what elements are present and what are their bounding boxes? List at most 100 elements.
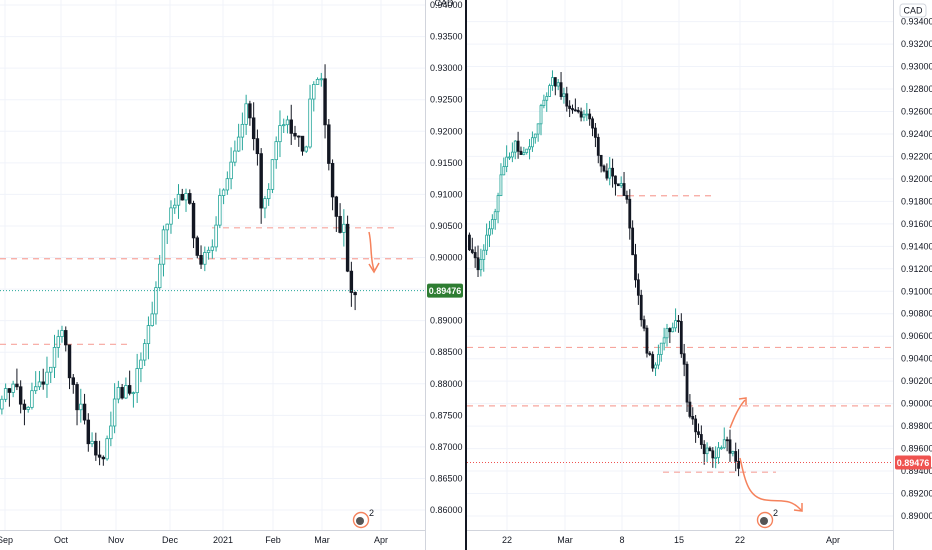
candle-body <box>169 207 173 225</box>
x-tick-label: Nov <box>108 535 125 545</box>
current-price-badge-label: 0.89476 <box>429 286 462 296</box>
left-time-axis[interactable]: Sep Oct Nov Dec 2021 Feb Mar Apr <box>0 535 388 545</box>
right-chart-panel[interactable]: 2 0.934000.932000.930000.928000.926000.9… <box>467 0 932 550</box>
candle-body <box>225 178 230 191</box>
candle-body <box>651 354 655 369</box>
logo-count: 2 <box>369 508 374 518</box>
candle-body <box>665 328 669 339</box>
panel-divider[interactable] <box>465 0 467 550</box>
candle-body <box>229 161 233 180</box>
left-price-axis[interactable]: 0.94000 0.93500 0.93000 0.92500 0.92000 0.915… <box>427 0 463 515</box>
y-tick-label: 0.89600 <box>901 444 932 454</box>
candle-body <box>699 434 703 445</box>
candle-body <box>519 150 523 155</box>
candle-body <box>648 352 652 355</box>
candle-body <box>611 167 614 177</box>
candle-body <box>588 113 592 120</box>
candle-body <box>510 151 514 158</box>
candle-body <box>622 183 626 196</box>
x-tick-label: Oct <box>54 535 69 545</box>
y-tick-label: 0.92800 <box>901 84 932 94</box>
candle-body <box>679 321 683 355</box>
right-price-axis[interactable]: 0.93400 0.93200 0.93000 0.92800 0.92600 0.924… <box>895 17 932 521</box>
candle-body <box>605 170 609 179</box>
candle-body <box>210 246 215 251</box>
candle-body <box>203 252 207 265</box>
current-price-badge <box>895 455 931 470</box>
y-tick-label: 0.86000 <box>430 505 463 515</box>
candle-body <box>293 132 297 137</box>
candle-body <box>154 287 158 315</box>
candle-body <box>533 133 537 139</box>
candle-body <box>338 215 342 233</box>
x-tick-label: 8 <box>619 535 624 545</box>
y-tick-label: 0.91800 <box>901 196 932 206</box>
candle-body <box>131 392 136 395</box>
y-tick-label: 0.89000 <box>901 511 932 521</box>
candle-body <box>349 270 354 293</box>
candle-body <box>479 259 483 271</box>
candle-body <box>654 364 657 369</box>
candle-body <box>184 193 188 201</box>
x-tick-label: Apr <box>826 535 840 545</box>
arrow-head-icon <box>793 503 803 512</box>
candle-body <box>191 202 196 239</box>
current-price-badge <box>427 283 463 298</box>
x-tick-label: Sep <box>0 535 13 545</box>
y-tick-label: 0.90400 <box>901 354 932 364</box>
candle-body <box>142 343 147 361</box>
candle-body <box>642 319 646 329</box>
right-time-axis[interactable]: 22 Mar 8 15 22 Apr <box>502 535 840 545</box>
candle-body <box>545 96 549 101</box>
candle-body <box>112 398 117 427</box>
y-tick-label: 0.89400 <box>901 466 932 476</box>
left-annotations: 2 <box>0 231 425 529</box>
candle-body <box>542 99 546 106</box>
candle-body <box>64 330 68 346</box>
right-grid <box>467 0 893 530</box>
x-tick-label: 22 <box>502 535 512 545</box>
x-tick-label: Mar <box>314 535 330 545</box>
candle-body <box>259 153 263 209</box>
candle-body <box>591 118 594 129</box>
candle-body <box>719 447 723 450</box>
y-tick-label: 0.91000 <box>901 286 932 296</box>
candle-body <box>116 387 121 400</box>
candle-body <box>304 146 308 152</box>
candle-body <box>553 77 557 87</box>
candle-body <box>308 98 312 148</box>
logo-icon-inner <box>760 517 768 525</box>
candle-body <box>41 381 45 385</box>
y-tick-label: 0.87500 <box>430 410 463 420</box>
y-tick-label: 0.92600 <box>901 106 932 116</box>
y-tick-label: 0.91500 <box>430 158 463 168</box>
candle-body <box>677 320 680 322</box>
candle-body <box>109 425 113 440</box>
candle-body <box>582 113 586 118</box>
candle-body <box>722 439 726 449</box>
candle-body <box>353 292 357 296</box>
x-tick-label: 2021 <box>213 535 233 545</box>
candle-body <box>573 109 577 112</box>
candle-body <box>528 146 531 150</box>
candle-body <box>240 123 245 138</box>
arrow-head-icon <box>738 397 747 405</box>
candle-body <box>297 135 301 138</box>
right-currency-box[interactable] <box>899 3 927 18</box>
candle-body <box>26 406 30 410</box>
candle-body <box>731 451 735 454</box>
candle-body <box>124 385 128 399</box>
candle-body <box>255 138 260 155</box>
candle-body <box>7 388 12 393</box>
candle-body <box>323 78 327 126</box>
candle-body <box>60 330 64 338</box>
candle-body <box>708 447 712 452</box>
candle-body <box>52 347 57 368</box>
candle-body <box>525 148 529 153</box>
candle-body <box>233 150 237 163</box>
candle-body <box>608 167 612 179</box>
candle-body <box>636 279 640 296</box>
candle-body <box>67 344 72 379</box>
candle-body <box>330 163 335 198</box>
left-chart-panel[interactable]: 2 0.940000.935000.930000.925000.920000.9… <box>0 0 463 550</box>
